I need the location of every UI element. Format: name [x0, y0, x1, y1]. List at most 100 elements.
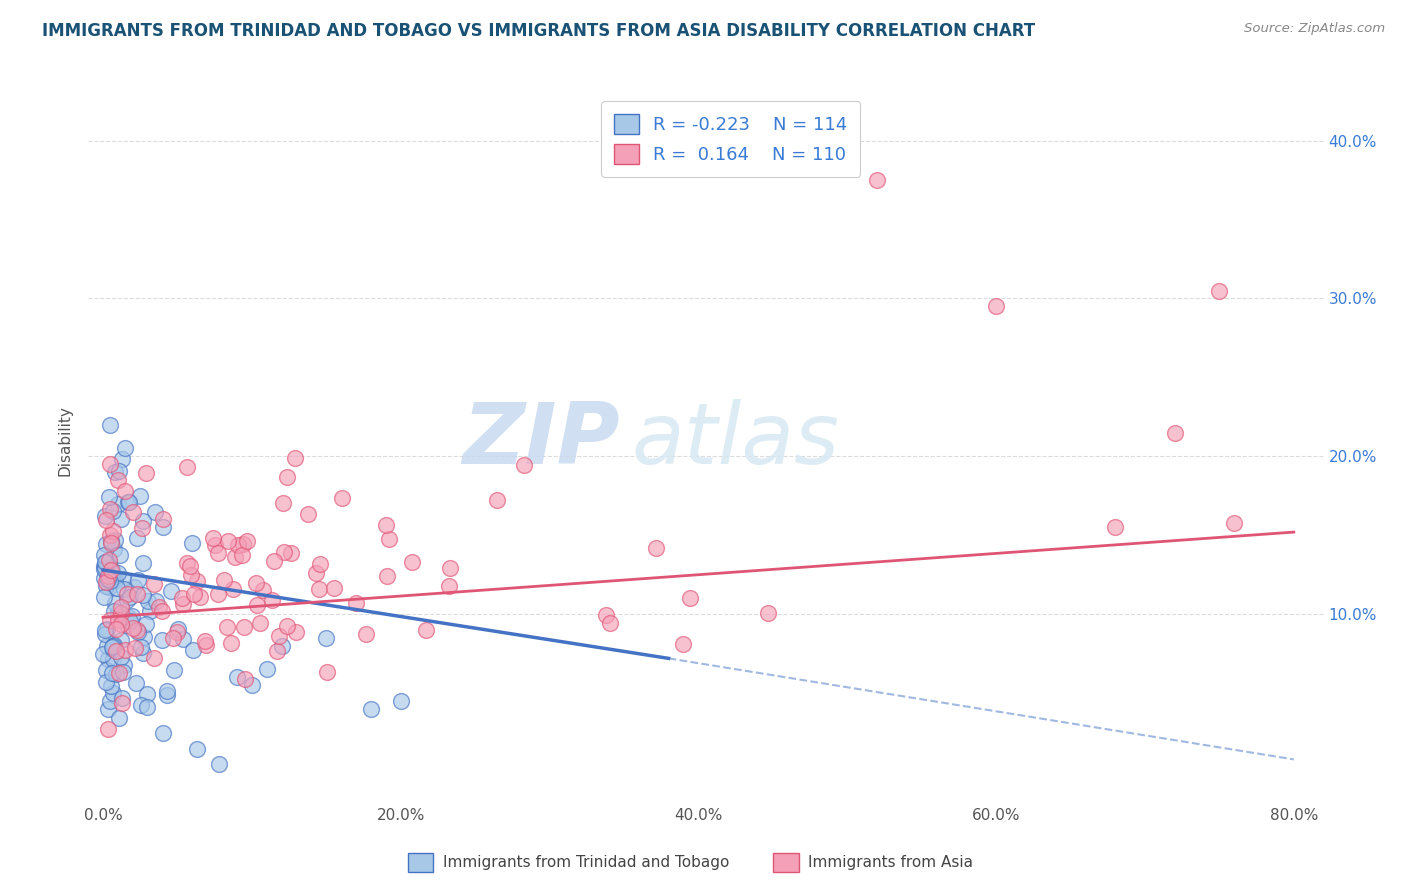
Point [107, 605, 129, 619]
Point [236, 533, 259, 548]
Point [98, 528, 121, 542]
Point [112, 582, 135, 596]
Point [114, 484, 136, 499]
Point [240, 678, 263, 692]
Point [207, 586, 229, 600]
Point [100, 417, 122, 432]
Point [97, 490, 120, 504]
Point [120, 590, 142, 604]
Point [110, 606, 132, 620]
Point [100, 694, 122, 708]
Point [1208, 284, 1230, 298]
Point [224, 550, 246, 565]
Point [96, 555, 118, 569]
Point [94, 536, 117, 550]
Point [107, 497, 129, 511]
Point [93, 561, 115, 575]
Point [212, 574, 235, 588]
Point [152, 520, 174, 534]
Point [252, 583, 274, 598]
Point [101, 640, 124, 654]
Point [152, 512, 174, 526]
Point [308, 582, 330, 596]
Point [297, 508, 319, 522]
Point [97, 573, 120, 587]
Point [232, 620, 254, 634]
Point [111, 690, 134, 705]
Point [136, 594, 159, 608]
Point [415, 624, 437, 638]
Point [162, 631, 184, 645]
Point [117, 494, 139, 508]
Point [107, 613, 129, 627]
Point [105, 581, 128, 595]
Point [105, 644, 128, 658]
Point [101, 504, 124, 518]
Point [91, 647, 114, 661]
Point [439, 561, 461, 575]
Point [984, 299, 1007, 313]
Point [228, 538, 250, 552]
Point [104, 573, 127, 587]
Point [271, 496, 294, 510]
Point [103, 686, 125, 700]
Point [134, 630, 156, 644]
Point [231, 548, 253, 562]
Point [94, 555, 117, 569]
Point [94, 509, 117, 524]
Point [94, 623, 117, 637]
Point [101, 524, 124, 539]
Point [276, 470, 298, 484]
Point [136, 700, 159, 714]
Point [180, 568, 202, 582]
Point [486, 492, 509, 507]
Point [316, 665, 339, 679]
Point [378, 532, 401, 546]
Point [132, 646, 155, 660]
Text: ZIP: ZIP [461, 399, 620, 482]
Point [104, 596, 127, 610]
Legend: R = -0.223    N = 114, R =  0.164    N = 110: R = -0.223 N = 114, R = 0.164 N = 110 [600, 101, 860, 177]
Point [96, 702, 118, 716]
Point [167, 623, 190, 637]
Text: Source: ZipAtlas.com: Source: ZipAtlas.com [1244, 22, 1385, 36]
Point [112, 657, 135, 672]
Point [266, 644, 288, 658]
Point [96, 622, 118, 636]
Point [127, 573, 149, 587]
Point [260, 593, 283, 607]
Point [679, 591, 702, 605]
Point [315, 631, 337, 645]
Point [1223, 516, 1246, 530]
Point [267, 629, 290, 643]
Point [217, 620, 239, 634]
Text: Immigrants from Asia: Immigrants from Asia [808, 855, 973, 870]
Point [100, 534, 122, 549]
Point [186, 741, 208, 756]
Point [226, 670, 249, 684]
Point [323, 581, 346, 595]
Point [131, 640, 153, 655]
Point [101, 563, 124, 577]
Point [246, 598, 269, 612]
Point [176, 460, 198, 475]
Point [270, 639, 292, 653]
Point [97, 652, 120, 666]
Point [195, 638, 218, 652]
Point [204, 538, 226, 552]
Point [104, 465, 127, 479]
Point [186, 574, 208, 588]
Point [111, 696, 134, 710]
Point [217, 534, 239, 549]
Point [101, 652, 124, 666]
Point [756, 606, 779, 620]
Point [110, 512, 132, 526]
Point [100, 536, 122, 550]
Point [103, 542, 125, 557]
Point [94, 627, 117, 641]
Point [401, 556, 423, 570]
Point [256, 662, 278, 676]
Point [96, 513, 118, 527]
Point [513, 458, 536, 472]
Point [101, 640, 124, 655]
